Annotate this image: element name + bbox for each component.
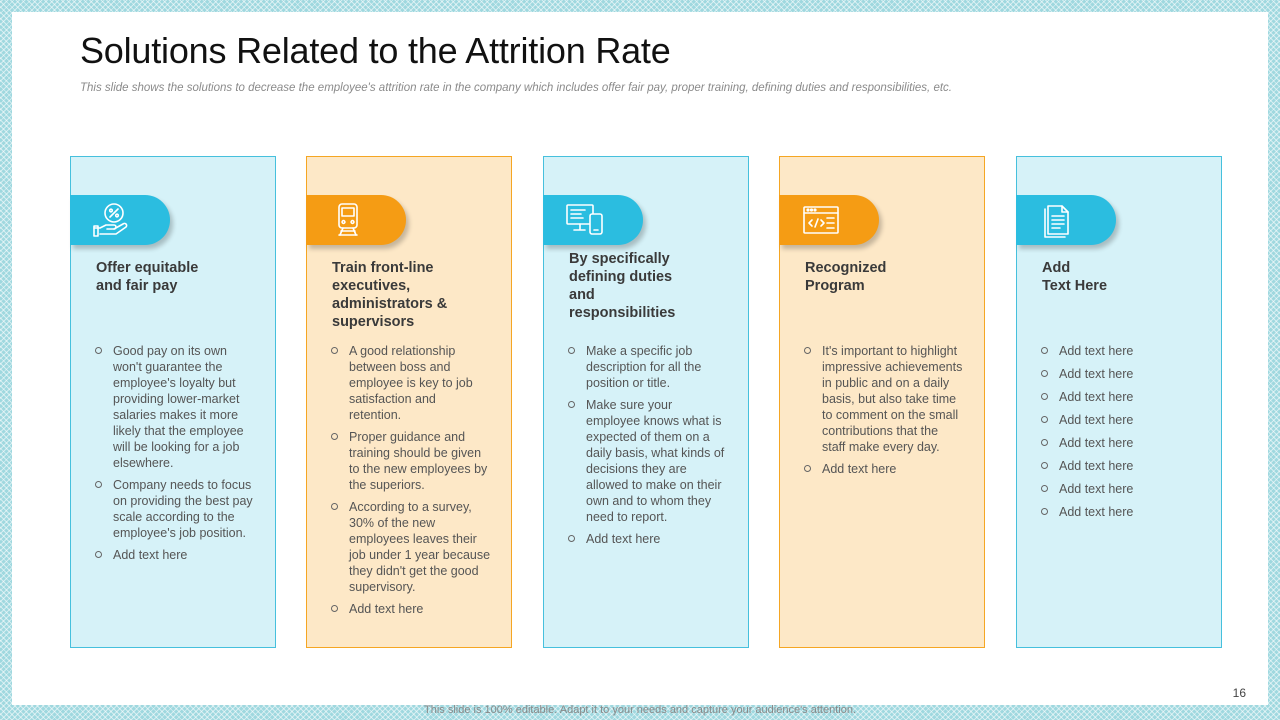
list-item: Good pay on its own won't guarantee the … [95,343,255,471]
list-item: Add text here [568,531,728,547]
bullet-list: Add text here Add text here Add text her… [1041,343,1201,527]
page-title: Solutions Related to the Attrition Rate [80,30,671,71]
bullet-list: Make a specific job description for all … [568,343,728,553]
solution-card-fair-pay: Offer equitable and fair pay Good pay on… [70,156,276,648]
list-item: Make a specific job description for all … [568,343,728,391]
card-icon-tab [779,195,879,245]
list-item: Add text here [1041,412,1201,428]
list-item: Add text here [1041,343,1201,359]
train-icon [338,203,358,236]
list-item: Add text here [1041,458,1201,474]
slide: Solutions Related to the Attrition Rate … [12,12,1268,705]
bullet-list: Good pay on its own won't guarantee the … [95,343,255,569]
page-number: 16 [1232,686,1246,700]
bullet-list: It's important to highlight impressive a… [804,343,964,483]
list-item: Company needs to focus on providing the … [95,477,255,541]
card-heading: By specifically defining duties and resp… [569,251,676,321]
card-icon-tab [306,195,406,245]
list-item: Add text here [1041,504,1201,520]
card-icon-tab [543,195,643,245]
list-item: Add text here [1041,366,1201,382]
list-item: Add text here [331,601,491,617]
document-icon [1044,205,1069,238]
solution-card-duties: By specifically defining duties and resp… [543,156,749,648]
list-item: According to a survey, 30% of the new em… [331,499,491,595]
card-heading: Add Text Here [1042,260,1108,294]
solution-card-recognition: Recognized Program It's important to hig… [779,156,985,648]
list-item: Add text here [95,547,255,563]
card-heading: Train front-line executives, administrat… [332,260,448,330]
list-item: A good relationship between boss and emp… [331,343,491,423]
list-item: Add text here [1041,389,1201,405]
card-heading: Offer equitable and fair pay [96,260,199,294]
solution-card-training: Train front-line executives, administrat… [306,156,512,648]
card-icon-tab [1016,195,1116,245]
list-item: Make sure your employee knows what is ex… [568,397,728,525]
card-icon-tab [70,195,170,245]
list-item: Proper guidance and training should be g… [331,429,491,493]
percent-hand-icon [93,203,128,237]
computer-devices-icon [566,204,603,235]
list-item: Add text here [804,461,964,477]
slide-subtitle: This slide shows the solutions to decrea… [80,82,952,94]
bullet-list: A good relationship between boss and emp… [331,343,491,623]
solution-card-add-text: Add Text Here Add text here Add text her… [1016,156,1222,648]
list-item: Add text here [1041,481,1201,497]
card-heading: Recognized Program [805,260,887,294]
footer-note: This slide is 100% editable. Adapt it to… [424,704,856,716]
list-item: It's important to highlight impressive a… [804,343,964,455]
code-window-icon [803,206,839,234]
list-item: Add text here [1041,435,1201,451]
